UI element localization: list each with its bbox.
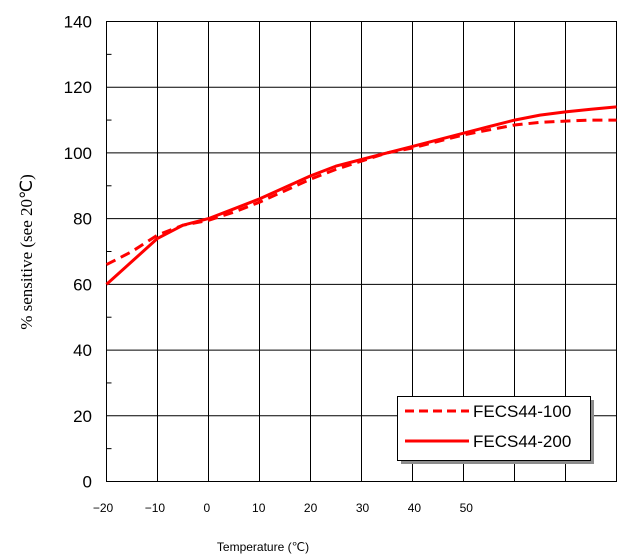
x-axis-label: Temperature (℃) [217,540,309,554]
x-tick-label: 30 [356,501,370,515]
legend: FECS44-100 FECS44-200 [397,396,594,464]
series-line-fecs44-100 [105,118,617,266]
x-tick-label: 20 [304,501,318,515]
y-tick-label: 80 [73,210,92,229]
y-tick-label: 40 [73,341,92,360]
series-layer [105,105,617,286]
x-tick-labels: −20 −10 0 10 20 30 40 50 [93,501,473,515]
y-axis-label: % sensitive (see 20℃) [17,174,36,330]
y-tick-label: 20 [73,407,92,426]
legend-label-fecs44-200: FECS44-200 [473,432,571,451]
x-tick-label: 0 [203,501,210,515]
x-tick-label: 10 [252,501,266,515]
y-tick-label: 140 [64,13,92,32]
legend-box [397,396,591,461]
legend-label-fecs44-100: FECS44-100 [473,402,571,421]
series-line-fecs44-200 [105,105,617,286]
y-tick-label: 60 [73,275,92,294]
x-tick-label: 40 [408,501,422,515]
y-minor-ticks [106,53,112,450]
y-tick-label: 0 [83,473,92,492]
y-tick-label: 100 [64,144,92,163]
y-tick-label: 120 [64,78,92,97]
x-tick-label: −20 [93,501,114,515]
plot-frame [106,21,617,482]
x-tick-label: −10 [145,501,166,515]
x-tick-label: 50 [460,501,474,515]
y-tick-labels: 0 20 40 60 80 100 120 140 [64,13,92,492]
